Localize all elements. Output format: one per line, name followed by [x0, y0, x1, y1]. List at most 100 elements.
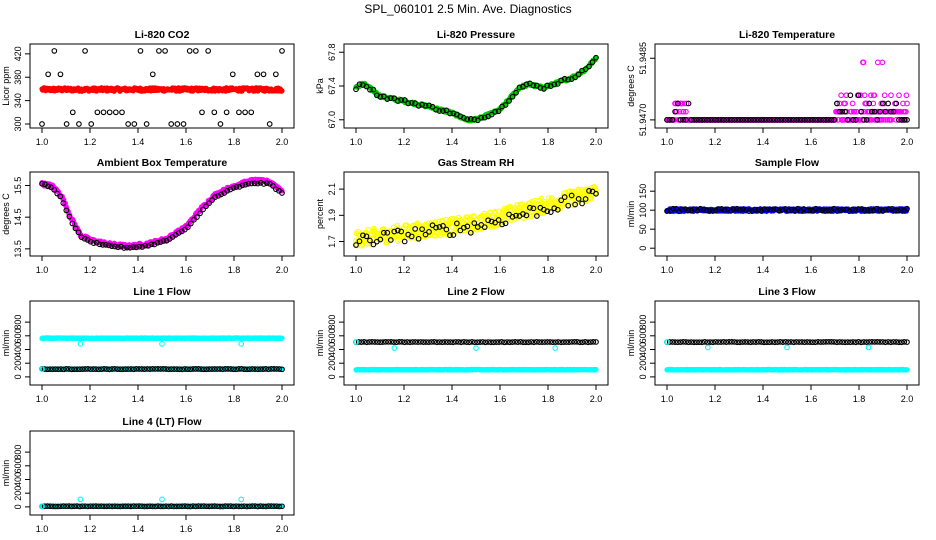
- data-point: [861, 117, 867, 123]
- data-point: [71, 366, 78, 373]
- data-point: [672, 339, 678, 346]
- data-point: [391, 345, 398, 351]
- data-point: [540, 86, 547, 92]
- data-point: [467, 229, 474, 236]
- data-point: [454, 220, 460, 227]
- data-point: [560, 193, 567, 199]
- data-point: [122, 366, 129, 372]
- data-point: [730, 206, 737, 212]
- data-point: [880, 117, 887, 123]
- data-point: [79, 366, 86, 372]
- data-point: [481, 114, 488, 121]
- x-tick-label: 1.0: [661, 394, 674, 404]
- data-point: [492, 219, 498, 226]
- data-point: [440, 108, 446, 114]
- x-tick-label: 1.6: [494, 394, 507, 404]
- data-point: [837, 207, 844, 213]
- data-point: [806, 207, 813, 214]
- data-point: [849, 206, 856, 213]
- x-tick-label: 1.8: [542, 265, 555, 275]
- data-point: [374, 339, 381, 345]
- data-point: [248, 109, 255, 116]
- data-point: [422, 102, 429, 109]
- y-tick-label: 50: [638, 224, 648, 234]
- x-tick-label: 1.8: [228, 137, 241, 147]
- data-point: [175, 230, 182, 236]
- data-point: [788, 206, 795, 213]
- data-point: [68, 366, 75, 373]
- data-point: [731, 339, 738, 345]
- data-point: [558, 197, 565, 204]
- data-point: [168, 366, 175, 372]
- data-point: [469, 339, 475, 345]
- data-point: [533, 210, 540, 217]
- data-point: [136, 366, 142, 372]
- data-point: [466, 339, 473, 346]
- data-point: [75, 229, 82, 236]
- data-point: [66, 366, 72, 372]
- data-point: [893, 117, 899, 123]
- data-point: [200, 366, 207, 373]
- data-point: [800, 206, 807, 212]
- data-point: [93, 366, 99, 372]
- data-point: [509, 93, 516, 100]
- data-point: [142, 242, 149, 249]
- data-point: [455, 339, 462, 345]
- data-point: [728, 117, 735, 123]
- series-samples: [353, 188, 599, 248]
- data-point: [780, 339, 786, 345]
- data-point: [168, 121, 175, 127]
- data-point: [272, 71, 279, 78]
- data-point: [156, 48, 162, 54]
- y-axis-label: ml/min: [626, 201, 636, 228]
- data-point: [409, 339, 416, 345]
- data-point: [415, 235, 422, 242]
- data-point: [734, 339, 740, 346]
- data-point: [868, 92, 874, 99]
- data-point: [888, 92, 894, 99]
- data-point: [179, 366, 186, 373]
- x-tick-label: 1.4: [446, 265, 459, 275]
- data-point: [704, 339, 711, 346]
- data-point: [112, 243, 118, 250]
- data-point: [473, 345, 479, 351]
- data-point: [447, 232, 453, 239]
- data-point: [707, 339, 713, 345]
- data-point: [758, 207, 765, 214]
- data-point: [753, 117, 759, 123]
- data-point: [677, 339, 684, 345]
- data-point: [165, 366, 172, 373]
- data-point: [740, 206, 746, 213]
- data-point: [244, 366, 250, 373]
- data-point: [394, 98, 401, 104]
- data-point: [803, 207, 810, 214]
- y-tick-label: 200: [13, 356, 23, 371]
- data-point: [509, 214, 516, 220]
- data-point: [869, 108, 875, 115]
- y-tick-label: 600: [327, 328, 337, 343]
- data-point: [507, 204, 514, 210]
- data-point: [380, 229, 387, 236]
- data-point: [720, 338, 727, 345]
- y-tick-label: 300: [13, 116, 23, 131]
- data-point: [87, 238, 94, 245]
- series-avg: [353, 366, 599, 373]
- data-point: [565, 76, 572, 83]
- data-point: [41, 366, 48, 372]
- chart-title: Line 4 (LT) Flow: [122, 416, 202, 428]
- data-point: [572, 201, 578, 208]
- data-point: [460, 115, 467, 121]
- data-point: [493, 339, 500, 345]
- data-point: [774, 117, 781, 123]
- data-point: [679, 206, 686, 213]
- data-point: [423, 339, 429, 345]
- data-point: [861, 339, 867, 345]
- plot-area: [39, 48, 285, 127]
- y-tick-label: 1.9: [327, 209, 337, 222]
- data-point: [139, 244, 146, 250]
- data-point: [726, 339, 732, 345]
- data-point: [877, 339, 883, 345]
- data-point: [229, 71, 236, 78]
